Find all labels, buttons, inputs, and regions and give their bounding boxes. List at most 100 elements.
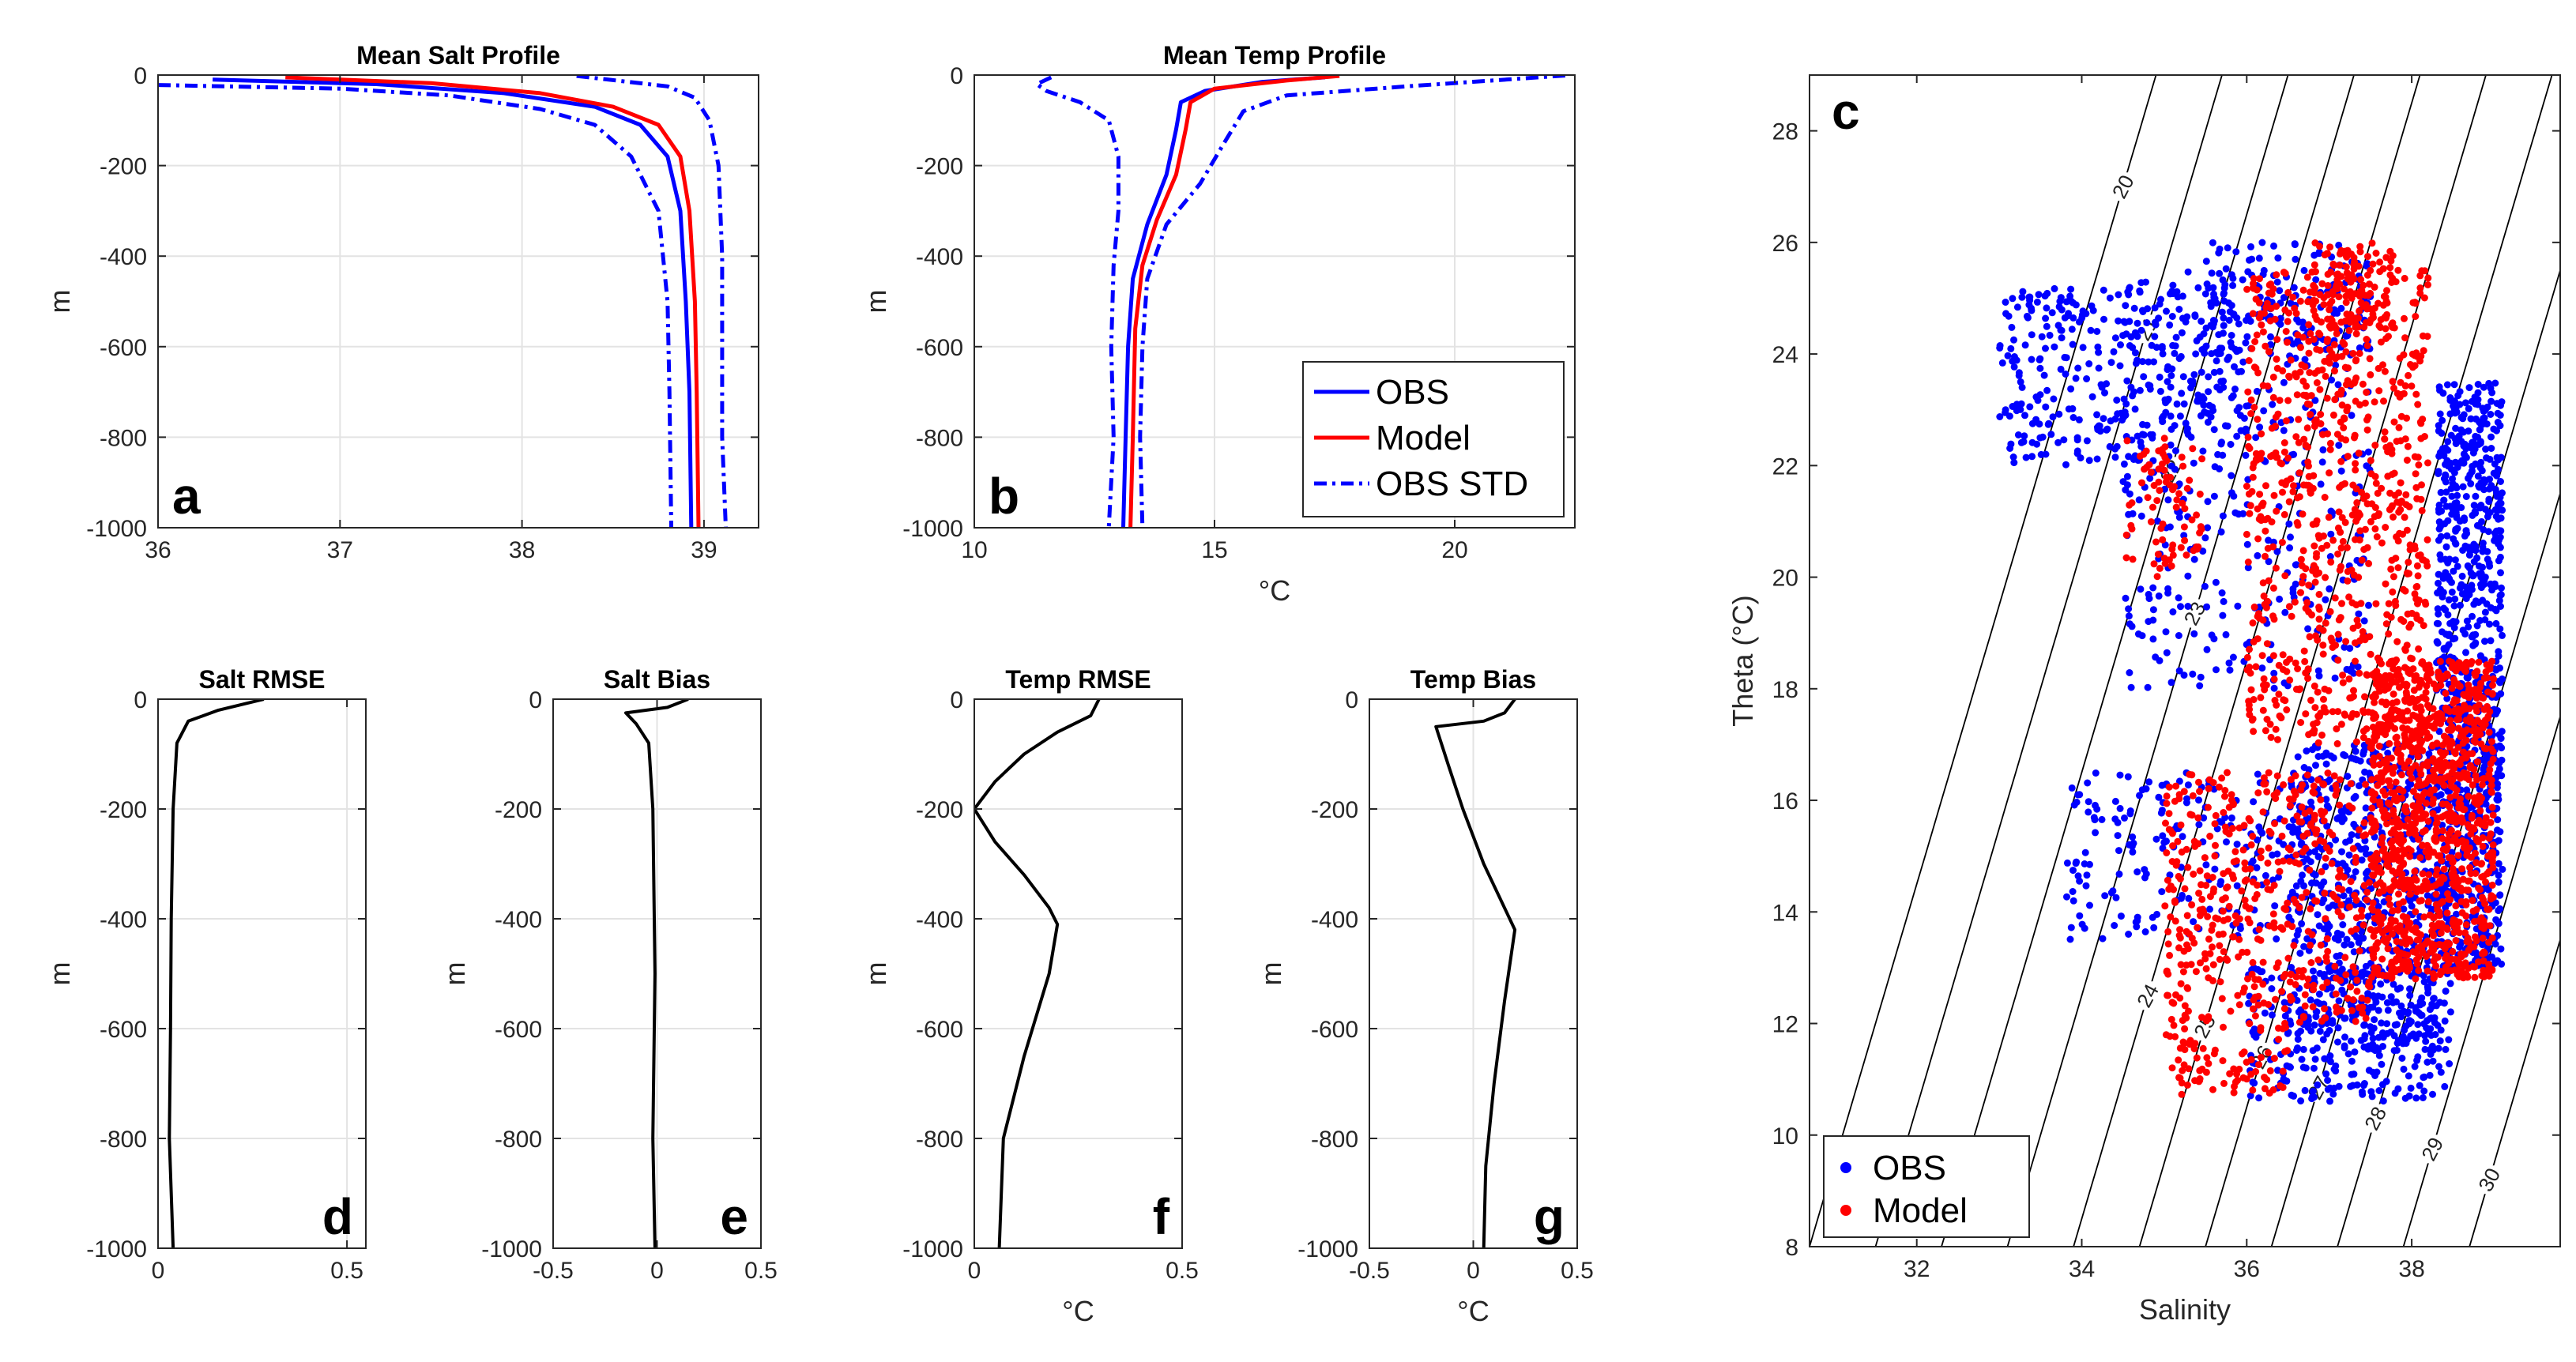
data-point-obs: [2082, 882, 2090, 890]
x-tick-label: -0.5: [533, 1258, 574, 1284]
data-point-model: [2390, 763, 2398, 771]
data-point-model: [2388, 754, 2395, 762]
data-point-obs: [2343, 665, 2351, 673]
data-point-obs: [2303, 935, 2311, 942]
data-point-model: [2454, 852, 2462, 860]
data-point-model: [2281, 306, 2289, 314]
data-point-obs: [2015, 371, 2023, 379]
data-point-model: [2307, 411, 2314, 419]
data-point-obs: [2073, 450, 2081, 457]
data-point-obs: [2333, 953, 2341, 960]
data-point-obs: [2423, 1017, 2431, 1025]
data-point-model: [2403, 526, 2411, 534]
data-point-obs: [2332, 361, 2340, 369]
data-point-model: [2464, 877, 2472, 885]
data-point-model: [2315, 604, 2323, 611]
data-point-obs: [1996, 413, 2004, 420]
data-point-model: [2393, 656, 2401, 664]
data-point-model: [2370, 932, 2378, 940]
data-point-obs: [2155, 793, 2163, 801]
data-point-model: [2254, 612, 2262, 620]
data-point-obs: [2036, 391, 2044, 399]
data-point-model: [2447, 782, 2455, 790]
data-point-obs: [2408, 902, 2416, 910]
data-point-model: [2375, 322, 2383, 329]
data-point-model: [2245, 357, 2253, 364]
data-point-model: [2259, 706, 2267, 714]
data-point-obs: [2496, 625, 2504, 633]
data-point-model: [2314, 532, 2322, 540]
y-tick-label: -1000: [86, 516, 147, 542]
data-point-model: [2327, 558, 2335, 566]
data-point-obs: [2231, 363, 2238, 371]
data-point-obs: [2337, 931, 2345, 939]
data-point-model: [2278, 539, 2286, 546]
data-point-model: [2378, 833, 2386, 841]
data-point-obs: [2270, 242, 2277, 250]
data-point-model: [2487, 830, 2495, 838]
data-point-obs: [2326, 1052, 2334, 1059]
data-point-obs: [2379, 1043, 2386, 1050]
data-point-model: [2405, 502, 2413, 510]
data-point-obs: [2081, 848, 2089, 856]
data-point-model: [2440, 865, 2448, 873]
x-tick-label: 0.5: [330, 1258, 363, 1284]
data-point-model: [2406, 852, 2414, 860]
data-point-obs: [2220, 290, 2228, 298]
data-point-obs: [2066, 935, 2074, 943]
data-point-model: [2443, 909, 2451, 917]
data-point-obs: [2158, 807, 2166, 815]
data-point-obs: [2054, 438, 2062, 446]
data-point-model: [2316, 331, 2324, 338]
data-point-obs: [2268, 974, 2276, 982]
data-point-obs: [2483, 754, 2491, 762]
data-point-model: [2480, 972, 2488, 980]
data-point-model: [2481, 900, 2489, 908]
data-point-obs: [2209, 323, 2216, 331]
data-point-model: [2415, 936, 2423, 944]
data-point-obs: [2430, 995, 2438, 1003]
data-point-model: [2372, 480, 2380, 487]
data-point-model: [2397, 854, 2405, 862]
data-point-obs: [2151, 304, 2159, 312]
y-tick-label: -400: [1311, 907, 1358, 933]
data-point-obs: [2294, 1036, 2302, 1043]
data-point-model: [2416, 854, 2424, 862]
data-point-model: [2296, 297, 2304, 305]
data-point-model: [2285, 374, 2293, 381]
data-point-model: [2295, 438, 2303, 446]
data-point-obs: [2462, 453, 2470, 461]
data-point-obs: [2243, 333, 2251, 340]
data-point-obs: [2213, 357, 2220, 365]
data-point-model: [2375, 387, 2383, 395]
data-point-obs: [2343, 935, 2351, 943]
data-point-model: [2369, 693, 2377, 701]
data-point-model: [2387, 709, 2395, 717]
data-point-model: [2480, 775, 2487, 782]
data-point-model: [2442, 963, 2450, 971]
data-point-obs: [2228, 343, 2235, 351]
data-point-obs: [2391, 1021, 2399, 1029]
data-point-obs: [2423, 1059, 2431, 1066]
data-point-obs: [2217, 440, 2225, 448]
data-point-obs: [2019, 288, 2027, 295]
data-point-model: [2352, 356, 2360, 364]
data-point-obs: [2276, 595, 2284, 603]
data-point-obs: [2122, 302, 2130, 310]
data-point-model: [2391, 491, 2399, 499]
data-point-obs: [2347, 941, 2355, 949]
data-point-model: [2322, 574, 2329, 581]
data-point-model: [2487, 818, 2495, 826]
data-point-model: [2389, 867, 2397, 875]
data-point-model: [2258, 450, 2265, 457]
plot-content: [624, 699, 689, 1248]
data-point-model: [2375, 752, 2383, 760]
data-point-model: [2405, 881, 2412, 889]
data-point-model: [2430, 957, 2438, 965]
data-point-model: [2375, 683, 2382, 691]
y-tick-label: 0: [1345, 687, 1358, 713]
data-point-obs: [2201, 534, 2209, 542]
data-point-model: [2439, 800, 2446, 808]
data-point-model: [2386, 506, 2393, 514]
data-point-obs: [2200, 401, 2208, 409]
